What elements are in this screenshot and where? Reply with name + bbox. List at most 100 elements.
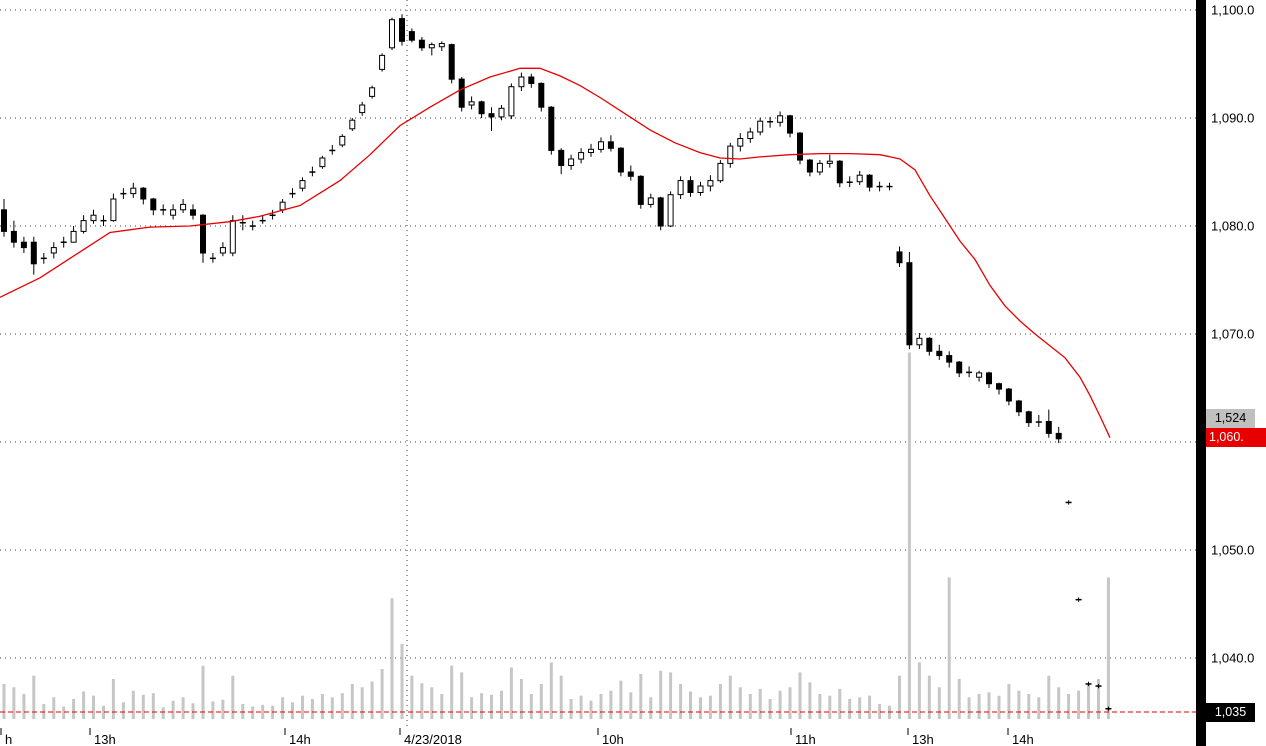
candle-body [389,19,395,49]
candle-doji [60,241,67,243]
y-axis-label: 1,050.0 [1211,543,1254,558]
volume-bar [629,692,633,719]
volume-bar [72,699,76,719]
candle-body [896,251,903,264]
volume-bar [281,697,285,719]
volume-bar [639,674,643,719]
candle-doji [289,192,296,195]
candle-body [986,372,992,385]
candle-body [170,209,177,216]
volume-bar [1077,690,1081,719]
volume-bar [231,675,235,719]
candle-doji [239,222,246,224]
y-axis-label: 1,080.0 [1211,219,1254,234]
candle-body [50,247,57,254]
candle-body [1,209,7,232]
candle-body [916,337,923,346]
volume-bar [967,697,971,719]
volume-bar [748,694,752,719]
candle-doji [1065,501,1072,504]
candle-doji [876,185,883,188]
candle-body [90,214,97,222]
candle-body [80,220,87,232]
last-price-badge: 1,035 [1206,703,1255,722]
volume-bar [430,687,434,719]
volume-bar [917,662,921,719]
volume-bar [599,694,603,719]
candle-body [518,76,525,88]
volume-bar [1047,675,1051,719]
candle-body [996,383,1002,390]
candle-body [70,230,77,243]
candle-body [836,160,843,184]
volume-bar [330,697,334,719]
candle-body [339,135,346,146]
volume-bar [579,695,583,719]
volume-bar [708,695,712,719]
candle-body [777,115,784,123]
volume-bar [102,705,105,719]
volume-bar [310,699,314,719]
volume-bar [131,690,135,719]
x-axis-label: 11h [795,732,816,746]
volume-bar [92,695,95,719]
candle-body [568,158,575,166]
volume-bar [450,665,454,719]
candle-doji [259,219,266,222]
volume-bar [121,702,125,719]
candle-body [20,241,27,249]
volume-bar [1017,690,1021,719]
price-axis-strip[interactable] [1196,0,1206,746]
volume-bar [788,687,792,719]
volume-bar [460,672,464,719]
candle-body [299,180,306,189]
volume-bar [1057,687,1061,719]
volume-bar [301,695,304,719]
candle-doji [160,209,167,211]
volume-bar [1087,684,1090,719]
volume-bar [82,691,86,719]
candle-body [617,147,624,173]
volume-bar [718,684,722,719]
x-axis-label: 14h [289,732,311,746]
volume-bar [151,693,155,719]
candle-body [697,185,704,193]
volume-bar [907,352,911,719]
volume-bar [221,699,225,719]
volume-badge: 1,524 [1206,409,1255,428]
candle-body [319,157,326,168]
candle-body [956,361,963,374]
x-axis-label: 10h [602,732,624,746]
volume-bar [340,693,344,719]
candle-body [1025,411,1032,424]
plot-area[interactable] [0,0,1196,746]
volume-bar [111,679,115,719]
volume-bar [509,667,513,719]
candle-doji [846,181,853,183]
candle-body [438,43,445,48]
candle-body [478,101,485,115]
candle-body [627,171,634,177]
candle-body [428,44,435,49]
volume-bar [1007,684,1011,719]
x-axis-label: 4/23/2018 [404,732,462,746]
candle-body [598,141,604,150]
volume-bar [400,644,404,719]
candle-body [926,337,933,352]
volume-bar [370,681,374,719]
candle-body [418,39,425,49]
candle-body [936,350,943,357]
volume-bar [440,694,444,719]
candle-body [548,106,555,151]
candle-doji [249,225,256,227]
candle-body [219,247,226,254]
volume-bar [291,702,294,719]
y-axis-label: 1,040.0 [1211,651,1254,666]
y-axis-label: 1,070.0 [1211,327,1254,342]
volume-bar [977,694,981,719]
candle-body [747,131,754,139]
y-axis-label: 1,100.0 [1211,3,1254,18]
candle-doji [767,121,774,123]
